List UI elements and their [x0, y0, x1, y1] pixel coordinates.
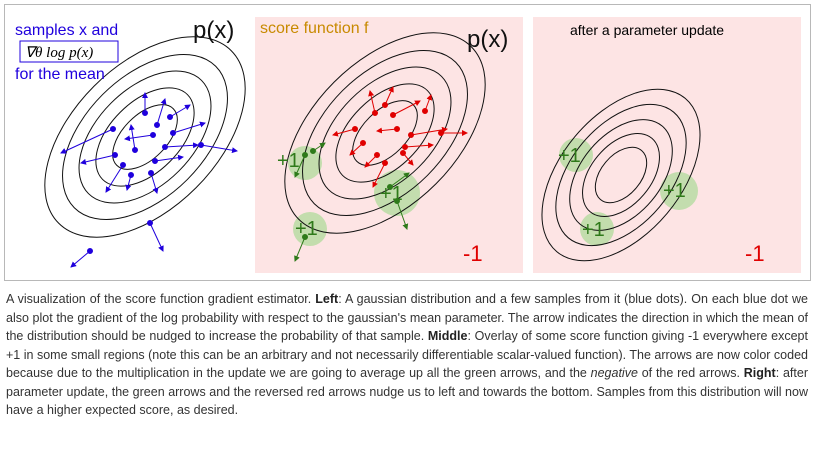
figure-caption: A visualization of the score function gr…	[6, 290, 808, 420]
right-plus-label-1: +1	[558, 145, 581, 167]
middle-red-arrows	[332, 86, 468, 188]
middle-green-arrows	[294, 142, 410, 262]
middle-px-label: p(x)	[467, 26, 508, 53]
figure: samples x and ∇θ log p(x) for the mean p…	[4, 4, 811, 281]
middle-plus-label-3: +1	[295, 218, 318, 240]
middle-plus-label-1: +1	[277, 150, 300, 172]
left-label-formula: ∇θ log p(x)	[25, 45, 93, 61]
caption-text-3: : Overlay of some score function giving …	[6, 329, 808, 380]
caption-text-4: of the red arrows.	[637, 366, 744, 380]
formula-box	[19, 40, 119, 63]
right-contours	[541, 88, 701, 262]
caption-text-1: A visualization of the score function gr…	[6, 292, 316, 306]
right-plus-label-2: +1	[663, 180, 686, 202]
middle-contours	[284, 32, 486, 234]
left-panel: samples x and ∇θ log p(x) for the mean p…	[15, 17, 246, 268]
left-contours	[44, 36, 246, 238]
middle-green-blobs	[288, 146, 420, 246]
caption-right-heading: Right	[743, 366, 776, 380]
caption-text-5: : after parameter update, the green arro…	[6, 366, 808, 417]
caption-left-heading: Left	[315, 292, 339, 306]
figure-svg: samples x and ∇θ log p(x) for the mean p…	[15, 17, 801, 273]
left-px-label: p(x)	[193, 17, 234, 44]
right-title: after a parameter update	[570, 22, 724, 38]
caption-negative-emphasis: negative	[590, 366, 638, 380]
left-label-line-2: for the mean	[15, 66, 105, 83]
left-gradient-arrows	[60, 92, 238, 268]
middle-plus-label-2: +1	[380, 183, 403, 205]
middle-title: score function f	[260, 20, 369, 37]
left-label-line-1: samples x and	[15, 22, 118, 39]
right-minus-label: -1	[745, 241, 765, 266]
caption-text-2: : A gaussian distribution and a few samp…	[6, 292, 809, 343]
middle-minus-label: -1	[463, 241, 483, 266]
caption-middle-heading: Middle	[427, 329, 468, 343]
middle-panel: score function f p(x) +1 +1 +1 -1	[255, 17, 523, 273]
right-plus-label-3: +1	[582, 219, 605, 241]
right-panel: after a parameter update +1 +1 +1 -1	[533, 17, 801, 273]
